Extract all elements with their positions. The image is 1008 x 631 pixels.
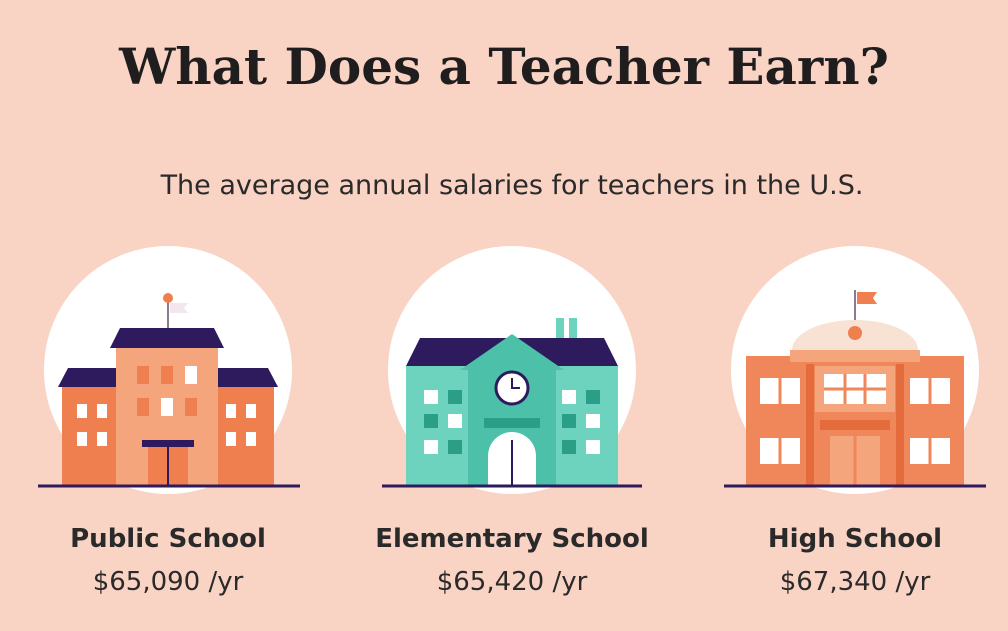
illustration-shape <box>226 404 236 418</box>
illustration-shape <box>163 293 173 303</box>
illustration-shape <box>110 328 224 348</box>
illustration-shape <box>214 386 274 486</box>
illustration-shape <box>806 364 904 486</box>
illustration-shape <box>460 334 564 370</box>
illustration-shape <box>424 440 438 454</box>
illustration-shape <box>562 440 576 454</box>
illustration-shape <box>484 418 540 428</box>
public-school-illustration <box>38 246 300 494</box>
illustration-shape <box>185 398 197 416</box>
illustration-shape <box>210 368 278 387</box>
salary: $65,420 /yr <box>437 567 588 597</box>
illustration-shape <box>170 303 188 313</box>
illustration-shape <box>511 378 520 389</box>
subtitle: The average annual salaries for teachers… <box>160 170 864 201</box>
illustration-shape <box>62 386 124 486</box>
illustration-shape <box>137 366 149 384</box>
title: What Does a Teacher Earn? <box>118 37 889 96</box>
illustration-shape <box>58 368 128 387</box>
illustration-shape <box>246 432 256 446</box>
illustration-shape <box>424 414 438 428</box>
salary: $65,090 /yr <box>93 567 244 597</box>
illustration-shape <box>161 366 173 384</box>
illustration-shape <box>424 390 600 454</box>
high-school-illustration <box>724 246 986 494</box>
illustration-shape <box>161 398 173 416</box>
illustration-shape <box>586 390 600 404</box>
illustration-shape <box>569 318 577 340</box>
illustration-shape <box>448 390 462 404</box>
illustration-shape <box>448 414 462 428</box>
illustration-shape <box>857 292 877 304</box>
illustration-shape <box>778 374 932 464</box>
illustration-shape <box>586 414 600 428</box>
school-label: High School <box>768 524 942 554</box>
illustration-shape <box>790 350 920 362</box>
elementary-school-illustration <box>382 246 642 494</box>
illustration-shape <box>185 366 197 384</box>
illustration-shape <box>142 440 194 447</box>
illustration-shape <box>848 326 862 340</box>
illustration-shape <box>424 390 438 404</box>
illustration-shape <box>77 432 87 446</box>
illustration-shape <box>424 390 600 454</box>
illustration-shape <box>137 366 197 416</box>
illustration-shape <box>562 414 576 428</box>
illustration-shape <box>806 364 814 486</box>
illustration-shape <box>246 404 256 418</box>
school-label: Elementary School <box>375 524 649 554</box>
illustration-shape <box>448 440 462 454</box>
illustration-shape <box>896 364 904 486</box>
illustration-shape <box>562 390 576 404</box>
illustration-shape <box>137 398 149 416</box>
illustration-shape <box>97 404 107 418</box>
illustration-shape <box>556 318 564 340</box>
salary: $67,340 /yr <box>780 567 931 597</box>
illustration-shape <box>586 440 600 454</box>
illustration-shape <box>820 420 890 430</box>
illustration-shape <box>77 366 256 446</box>
illustration-shape <box>226 432 236 446</box>
school-label: Public School <box>70 524 266 554</box>
illustration-shape <box>77 404 87 418</box>
illustration-shape <box>97 432 107 446</box>
